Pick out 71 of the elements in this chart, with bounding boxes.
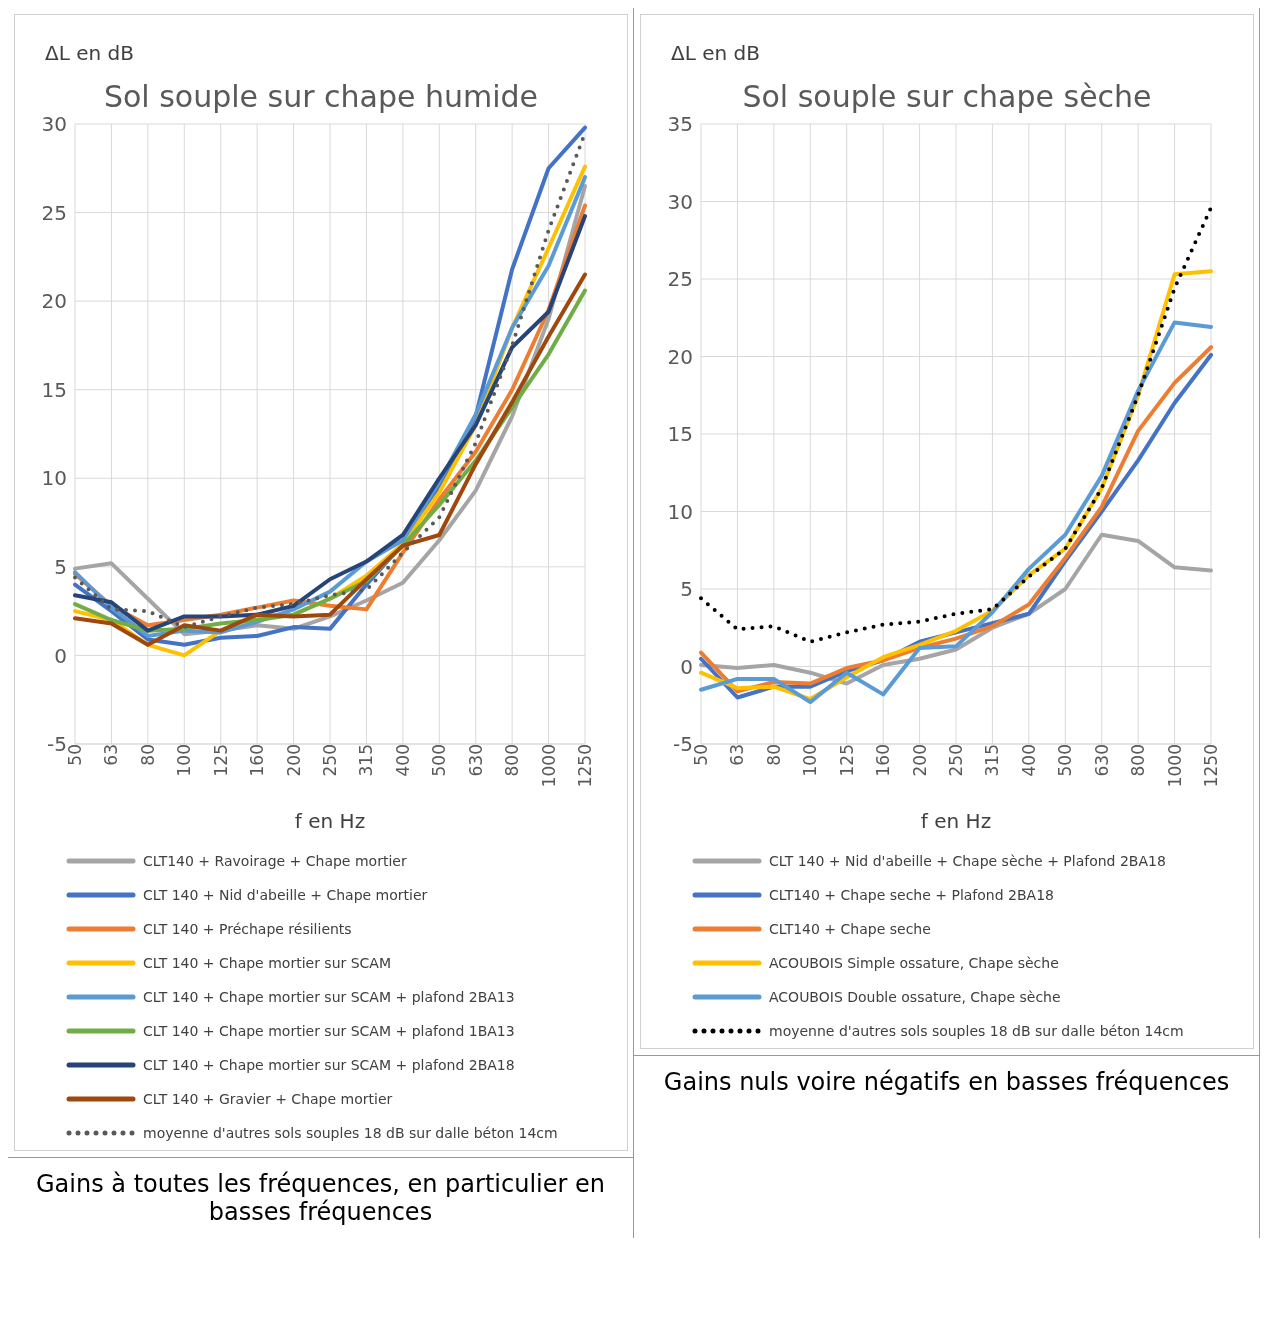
legend-label: CLT 140 + Nid d'abeille + Chape sèche + Plafond 2BA18	[769, 853, 1166, 869]
y-tick-label: 20	[667, 344, 693, 369]
chart-title: Sol souple sur chape humide	[102, 78, 540, 114]
legend-label: CLT140 + Ravoirage + Chape mortier	[143, 853, 407, 869]
line-series	[699, 205, 1213, 644]
y-tick-label: 15	[41, 377, 67, 402]
x-tick-label: 63	[727, 744, 748, 766]
x-tick-label: 500	[429, 744, 450, 777]
y-tick-label: 10	[41, 466, 67, 491]
x-tick-label: 200	[283, 744, 304, 777]
x-tick-label: 800	[1128, 744, 1149, 777]
x-tick-label: 50	[691, 744, 712, 766]
x-tick-label: 250	[946, 744, 967, 777]
y-tick-label: 30	[667, 189, 693, 214]
y-tick-label: -5	[673, 732, 693, 757]
x-tick-label: 1000	[538, 744, 559, 788]
legend-label: moyenne d'autres sols souples 18 dB sur dalle béton 14cm	[143, 1125, 558, 1141]
text: Gains à toutes les fréquences, en particulier en basses fréquences	[35, 1170, 606, 1226]
x-tick-label: 125	[836, 744, 857, 777]
legend-label: CLT 140 + Gravier + Chape mortier	[143, 1091, 393, 1107]
x-tick-label: 315	[356, 744, 377, 777]
legend-label: ACOUBOIS Simple ossature, Chape sèche	[769, 955, 1059, 971]
y-axis-title: ΔL en dB	[44, 40, 135, 65]
legend-label: CLT140 + Chape seche + Plafond 2BA18	[769, 887, 1054, 903]
x-tick-label: 630	[1091, 744, 1112, 777]
x-axis-title: f en Hz	[920, 809, 992, 833]
x-tick-label: 160	[247, 744, 268, 777]
y-tick-label: 5	[680, 577, 693, 602]
legend-label: ACOUBOIS Double ossature, Chape sèche	[769, 989, 1061, 1005]
x-tick-label: 200	[909, 744, 930, 777]
legend-label: CLT 140 + Chape mortier sur SCAM	[143, 955, 392, 971]
y-tick-label: 0	[54, 643, 67, 668]
y-tick-label: 25	[41, 200, 67, 225]
legend-label: CLT 140 + Préchape résilients	[143, 921, 352, 937]
x-tick-label: 315	[982, 744, 1003, 777]
x-tick-label: 100	[174, 744, 195, 777]
x-tick-label: 400	[392, 744, 413, 777]
legend-label: CLT 140 + Nid d'abeille + Chape mortier	[143, 887, 428, 903]
x-tick-label: 400	[1018, 744, 1039, 777]
text: Gains nuls voire négatifs en basses fréquences	[662, 1068, 1231, 1096]
legend-label: CLT 140 + Chape mortier sur SCAM + plafond 1BA13	[143, 1023, 515, 1039]
x-tick-label: 100	[800, 744, 821, 777]
x-tick-label: 125	[210, 744, 231, 777]
x-tick-label: 80	[137, 744, 158, 766]
legend-label: CLT 140 + Chape mortier sur SCAM + plafond 2BA13	[143, 989, 515, 1005]
legend-label: CLT 140 + Chape mortier sur SCAM + plafond 2BA18	[143, 1057, 515, 1073]
legend-label: CLT140 + Chape seche	[769, 921, 931, 937]
legend-label: moyenne d'autres sols souples 18 dB sur dalle béton 14cm	[769, 1023, 1184, 1039]
y-tick-label: 10	[667, 499, 693, 524]
y-axis-title: ΔL en dB	[670, 40, 761, 65]
y-tick-label: -5	[47, 732, 67, 757]
y-tick-label: 5	[54, 554, 67, 579]
x-tick-label: 160	[873, 744, 894, 777]
x-tick-label: 250	[320, 744, 341, 777]
y-tick-label: 30	[41, 112, 67, 137]
x-axis-title: f en Hz	[294, 809, 366, 833]
y-tick-label: 35	[667, 112, 693, 137]
y-tick-label: 25	[667, 267, 693, 292]
y-tick-label: 20	[41, 289, 67, 314]
x-tick-label: 80	[763, 744, 784, 766]
x-tick-label: 1250	[575, 744, 596, 788]
y-tick-label: 0	[680, 654, 693, 679]
x-tick-label: 630	[465, 744, 486, 777]
x-tick-label: 63	[101, 744, 122, 766]
x-tick-label: 1250	[1201, 744, 1222, 788]
y-tick-label: 15	[667, 422, 693, 447]
x-tick-label: 1000	[1164, 744, 1185, 788]
x-tick-label: 800	[502, 744, 523, 777]
x-tick-label: 50	[65, 744, 86, 766]
chart-title: Sol souple sur chape sèche	[741, 78, 1153, 114]
x-tick-label: 500	[1055, 744, 1076, 777]
